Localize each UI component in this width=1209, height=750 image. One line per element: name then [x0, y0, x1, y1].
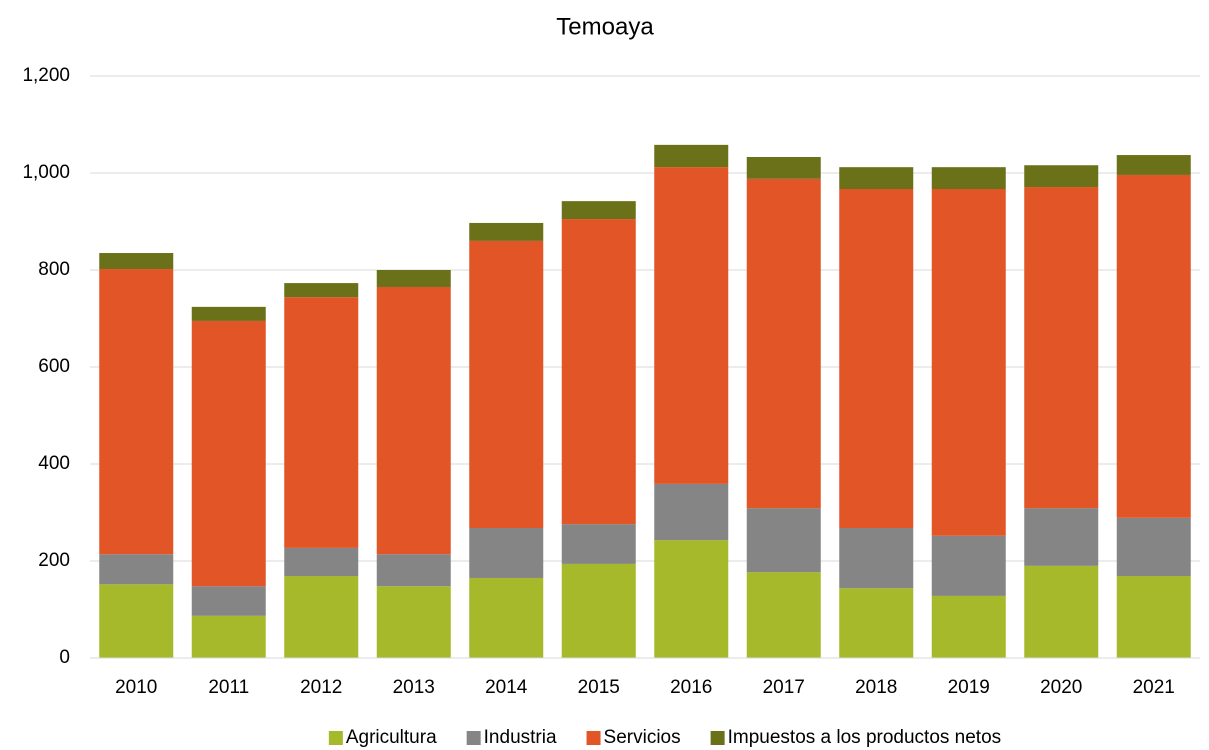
bar-segment: [931, 595, 1006, 658]
legend-label: Industria: [484, 727, 557, 748]
bar-segment: [654, 144, 729, 168]
x-tick-label: 2015: [578, 677, 620, 698]
bar-segment: [746, 572, 821, 658]
bar-segment: [1116, 517, 1191, 577]
bar-segment: [1024, 165, 1099, 188]
bar-segment: [746, 508, 821, 573]
bar-segment: [561, 563, 636, 658]
bar-segment: [376, 270, 451, 287]
bar-segment: [1116, 174, 1191, 518]
bar-segment: [469, 222, 544, 241]
bar-segment: [99, 554, 174, 585]
bar-segment: [839, 528, 914, 589]
x-tick-label: 2016: [670, 677, 712, 698]
bar-segment: [284, 283, 359, 298]
legend-label: Servicios: [604, 727, 681, 748]
y-tick-label: 200: [38, 550, 70, 571]
bar-segment: [99, 584, 174, 658]
bar-segment: [284, 576, 359, 658]
bar-segment: [376, 554, 451, 587]
y-tick-label: 0: [59, 647, 70, 668]
x-tick-label: 2017: [763, 677, 805, 698]
bar-segment: [654, 540, 729, 658]
legend-swatch: [328, 731, 343, 745]
bar-segment: [1116, 155, 1191, 175]
bar-segment: [746, 156, 821, 179]
bar-segment: [469, 577, 544, 658]
legend-swatch: [466, 731, 481, 745]
bar-segment: [1024, 187, 1099, 509]
bar-segment: [191, 306, 266, 321]
x-tick-label: 2020: [1040, 677, 1082, 698]
bar-segment: [561, 201, 636, 220]
x-tick-label: 2018: [855, 677, 897, 698]
bar-segment: [99, 269, 174, 555]
bar-segment: [654, 483, 729, 541]
x-tick-label: 2019: [948, 677, 990, 698]
chart-title: Temoaya: [556, 13, 654, 40]
bar-segment: [191, 586, 266, 616]
bar-segment: [284, 547, 359, 577]
bar-segment: [746, 178, 821, 509]
x-tick-label: 2014: [485, 677, 528, 698]
bar-segment: [469, 528, 544, 578]
y-tick-label: 1,200: [22, 65, 70, 86]
y-tick-label: 800: [38, 259, 70, 280]
bar-segment: [1116, 576, 1191, 658]
bar-segment: [1024, 565, 1099, 658]
bar-segment: [839, 167, 914, 190]
y-tick-label: 400: [38, 453, 70, 474]
bar-segment: [561, 524, 636, 564]
legend-label: Impuestos a los productos netos: [728, 727, 1002, 748]
bar-segment: [191, 320, 266, 587]
bar-segment: [931, 189, 1006, 536]
legend-swatch: [710, 731, 725, 745]
x-tick-label: 2013: [393, 677, 435, 698]
bar-segment: [561, 219, 636, 525]
x-tick-label: 2012: [300, 677, 342, 698]
bar-segment: [839, 189, 914, 529]
bar-segment: [99, 253, 174, 270]
bar-segment: [469, 240, 544, 529]
bar-segment: [654, 167, 729, 484]
bar-segment: [931, 167, 1006, 190]
x-tick-label: 2011: [208, 677, 249, 698]
bar-segment: [376, 286, 451, 555]
bar-segment: [376, 586, 451, 658]
bar-segment: [191, 615, 266, 658]
y-tick-label: 600: [38, 356, 70, 377]
legend-label: Agricultura: [346, 727, 437, 748]
bar-segment: [839, 588, 914, 658]
bar-segment: [284, 297, 359, 548]
x-tick-label: 2021: [1133, 677, 1175, 698]
bar-segment: [1024, 508, 1099, 566]
y-tick-label: 1,000: [22, 162, 70, 183]
x-tick-label: 2010: [115, 677, 157, 698]
bar-segment: [931, 535, 1006, 596]
legend-swatch: [586, 731, 601, 745]
